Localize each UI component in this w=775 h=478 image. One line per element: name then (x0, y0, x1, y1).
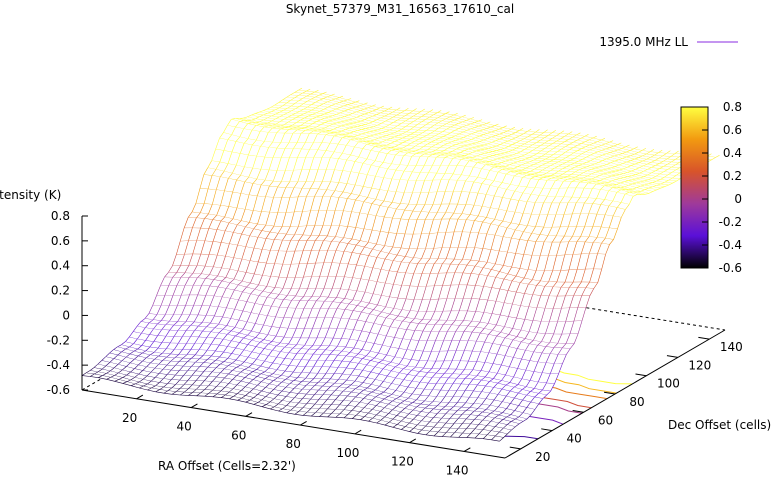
z-tick-label: 0.4 (51, 259, 70, 273)
surface-mesh (81, 87, 720, 442)
colorbar-tick-label: 0.2 (723, 169, 742, 183)
colorbar-tick-label: -0.2 (719, 215, 742, 229)
z-tick-labels: 0.8 0.6 0.4 0.2 0 -0.2 -0.4 -0.6 (47, 209, 70, 397)
y-tick-label: 60 (598, 413, 613, 427)
z-tick-label: -0.2 (47, 333, 70, 347)
y-tick-label: 140 (720, 340, 743, 354)
legend-label: 1395.0 MHz LL (599, 35, 688, 49)
x-tick (136, 394, 144, 400)
colorbar-gradient (680, 106, 709, 269)
surface-strip (223, 125, 645, 195)
x-tick (190, 403, 198, 408)
x-tick (300, 421, 307, 426)
axis-line (81, 389, 506, 459)
z-tick-label: 0.2 (51, 284, 70, 298)
legend: 1395.0 MHz LL (599, 35, 738, 49)
x-tick-label: 60 (231, 428, 246, 442)
x-tick-label: 40 (177, 420, 192, 434)
x-tick (354, 429, 362, 435)
z-tick-label: 0.6 (51, 234, 70, 248)
z-axis-label: Intensity (K) (0, 188, 61, 202)
surface-strip (254, 112, 677, 184)
colorbar-tick-label: 0.6 (723, 123, 742, 137)
surface-strip (81, 372, 504, 442)
surface-strip (282, 97, 704, 167)
y-axis-label: Dec Offset (cells) (668, 418, 771, 432)
z-tick-label: 0 (62, 308, 70, 322)
x-tick-labels: 20 40 60 80 100 120 140 (122, 411, 469, 478)
y-tick-label: 20 (535, 450, 550, 464)
colorbar-tick-label: -0.4 (719, 238, 742, 252)
z-tick-label: 0.8 (51, 209, 70, 223)
colorbar-tick-label: 0 (734, 192, 742, 206)
colorbar-tick-label: 0.4 (723, 146, 742, 160)
y-tick (604, 391, 616, 395)
y-tick (666, 355, 678, 358)
y-tick-label: 120 (688, 358, 711, 372)
colorbar-tick-label: 0.8 (723, 100, 742, 114)
y-tick-labels: 20 40 60 80 100 120 140 (535, 340, 743, 464)
y-tick (635, 373, 647, 377)
x-tick-label: 140 (446, 463, 469, 477)
x-axis-label: RA Offset (Cells=2.32') (158, 459, 296, 473)
y-tick (509, 446, 521, 450)
x-tick-label: 80 (286, 437, 301, 451)
z-tick-label: -0.4 (47, 358, 70, 372)
y-tick (572, 410, 584, 413)
chart-title: Skynet_57379_M31_16563_17610_cal (286, 2, 514, 16)
y-tick-label: 80 (629, 395, 644, 409)
z-axis-group (81, 215, 88, 391)
y-tick-label: 40 (567, 432, 582, 446)
x-tick-label: 20 (122, 411, 137, 425)
colorbar-tick-label: -0.6 (719, 261, 742, 275)
colorbar: 0.8 0.6 0.4 0.2 0 -0.2 -0.4 -0.6 (680, 100, 742, 275)
colorbar-ticks: 0.8 0.6 0.4 0.2 0 -0.2 -0.4 -0.6 (702, 100, 742, 275)
z-tick-label: -0.6 (47, 383, 70, 397)
y-tick (541, 428, 553, 432)
x-tick-label: 120 (391, 455, 414, 469)
y-tick-label: 100 (657, 377, 680, 391)
x-tick-label: 100 (336, 446, 359, 460)
surface-strip (109, 349, 532, 420)
x-tick (463, 447, 471, 452)
x-tick (245, 412, 253, 417)
y-tick (698, 336, 710, 340)
x-tick (409, 438, 417, 444)
